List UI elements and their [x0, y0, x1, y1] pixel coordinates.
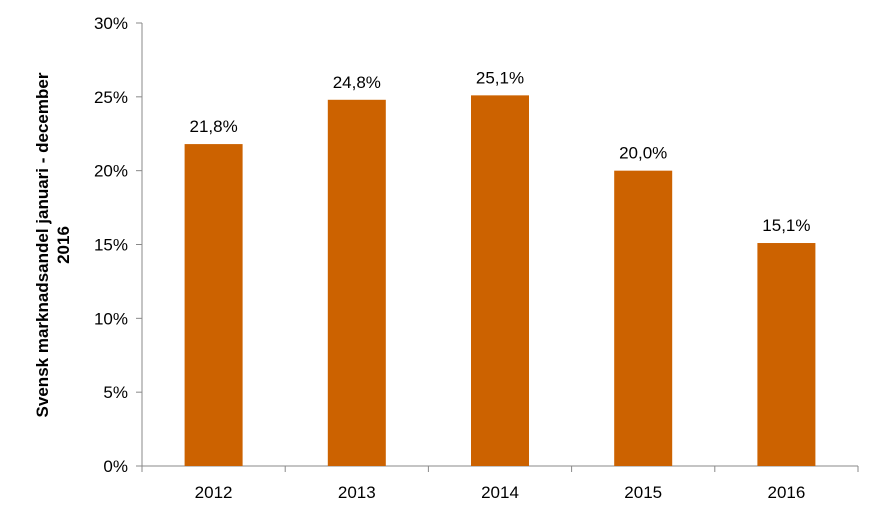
y-tick-label: 10%	[94, 309, 128, 328]
bars	[184, 95, 816, 467]
x-tick-label: 2016	[767, 483, 805, 502]
x-tick-label: 2014	[481, 483, 519, 502]
bar-2012	[184, 144, 243, 466]
x-tick-label: 2012	[195, 483, 233, 502]
x-tick-label: 2015	[624, 483, 662, 502]
y-axis-label-line-2: 2016	[54, 226, 73, 264]
data-label-2013: 24,8%	[333, 73, 381, 92]
bar-2014	[471, 95, 529, 467]
y-axis-label-line-1: Svensk marknadsandel januari - december	[33, 72, 52, 417]
y-tick-label: 5%	[103, 383, 128, 402]
bar-2015	[614, 170, 673, 466]
bar-2013	[327, 99, 386, 466]
y-tick-label: 15%	[94, 236, 128, 255]
x-axis: 2012 2013 2014 2015 2016	[141, 465, 859, 502]
data-label-2015: 20,0%	[619, 144, 667, 163]
data-labels: 21,8% 24,8% 25,1% 20,0% 15,1%	[189, 68, 810, 235]
y-tick-label: 20%	[94, 162, 128, 181]
y-axis: 0% 5% 10% 15% 20% 25% 30%	[94, 14, 143, 476]
x-tick-label: 2013	[338, 483, 376, 502]
data-label-2012: 21,8%	[189, 117, 237, 136]
data-label-2014: 25,1%	[476, 68, 524, 87]
y-tick-label: 30%	[94, 14, 128, 33]
bar-2016	[757, 243, 816, 466]
y-tick-label: 25%	[94, 88, 128, 107]
y-tick-label: 0%	[103, 457, 128, 476]
y-axis-label: Svensk marknadsandel januari - december …	[33, 72, 73, 417]
data-label-2016: 15,1%	[762, 216, 810, 235]
